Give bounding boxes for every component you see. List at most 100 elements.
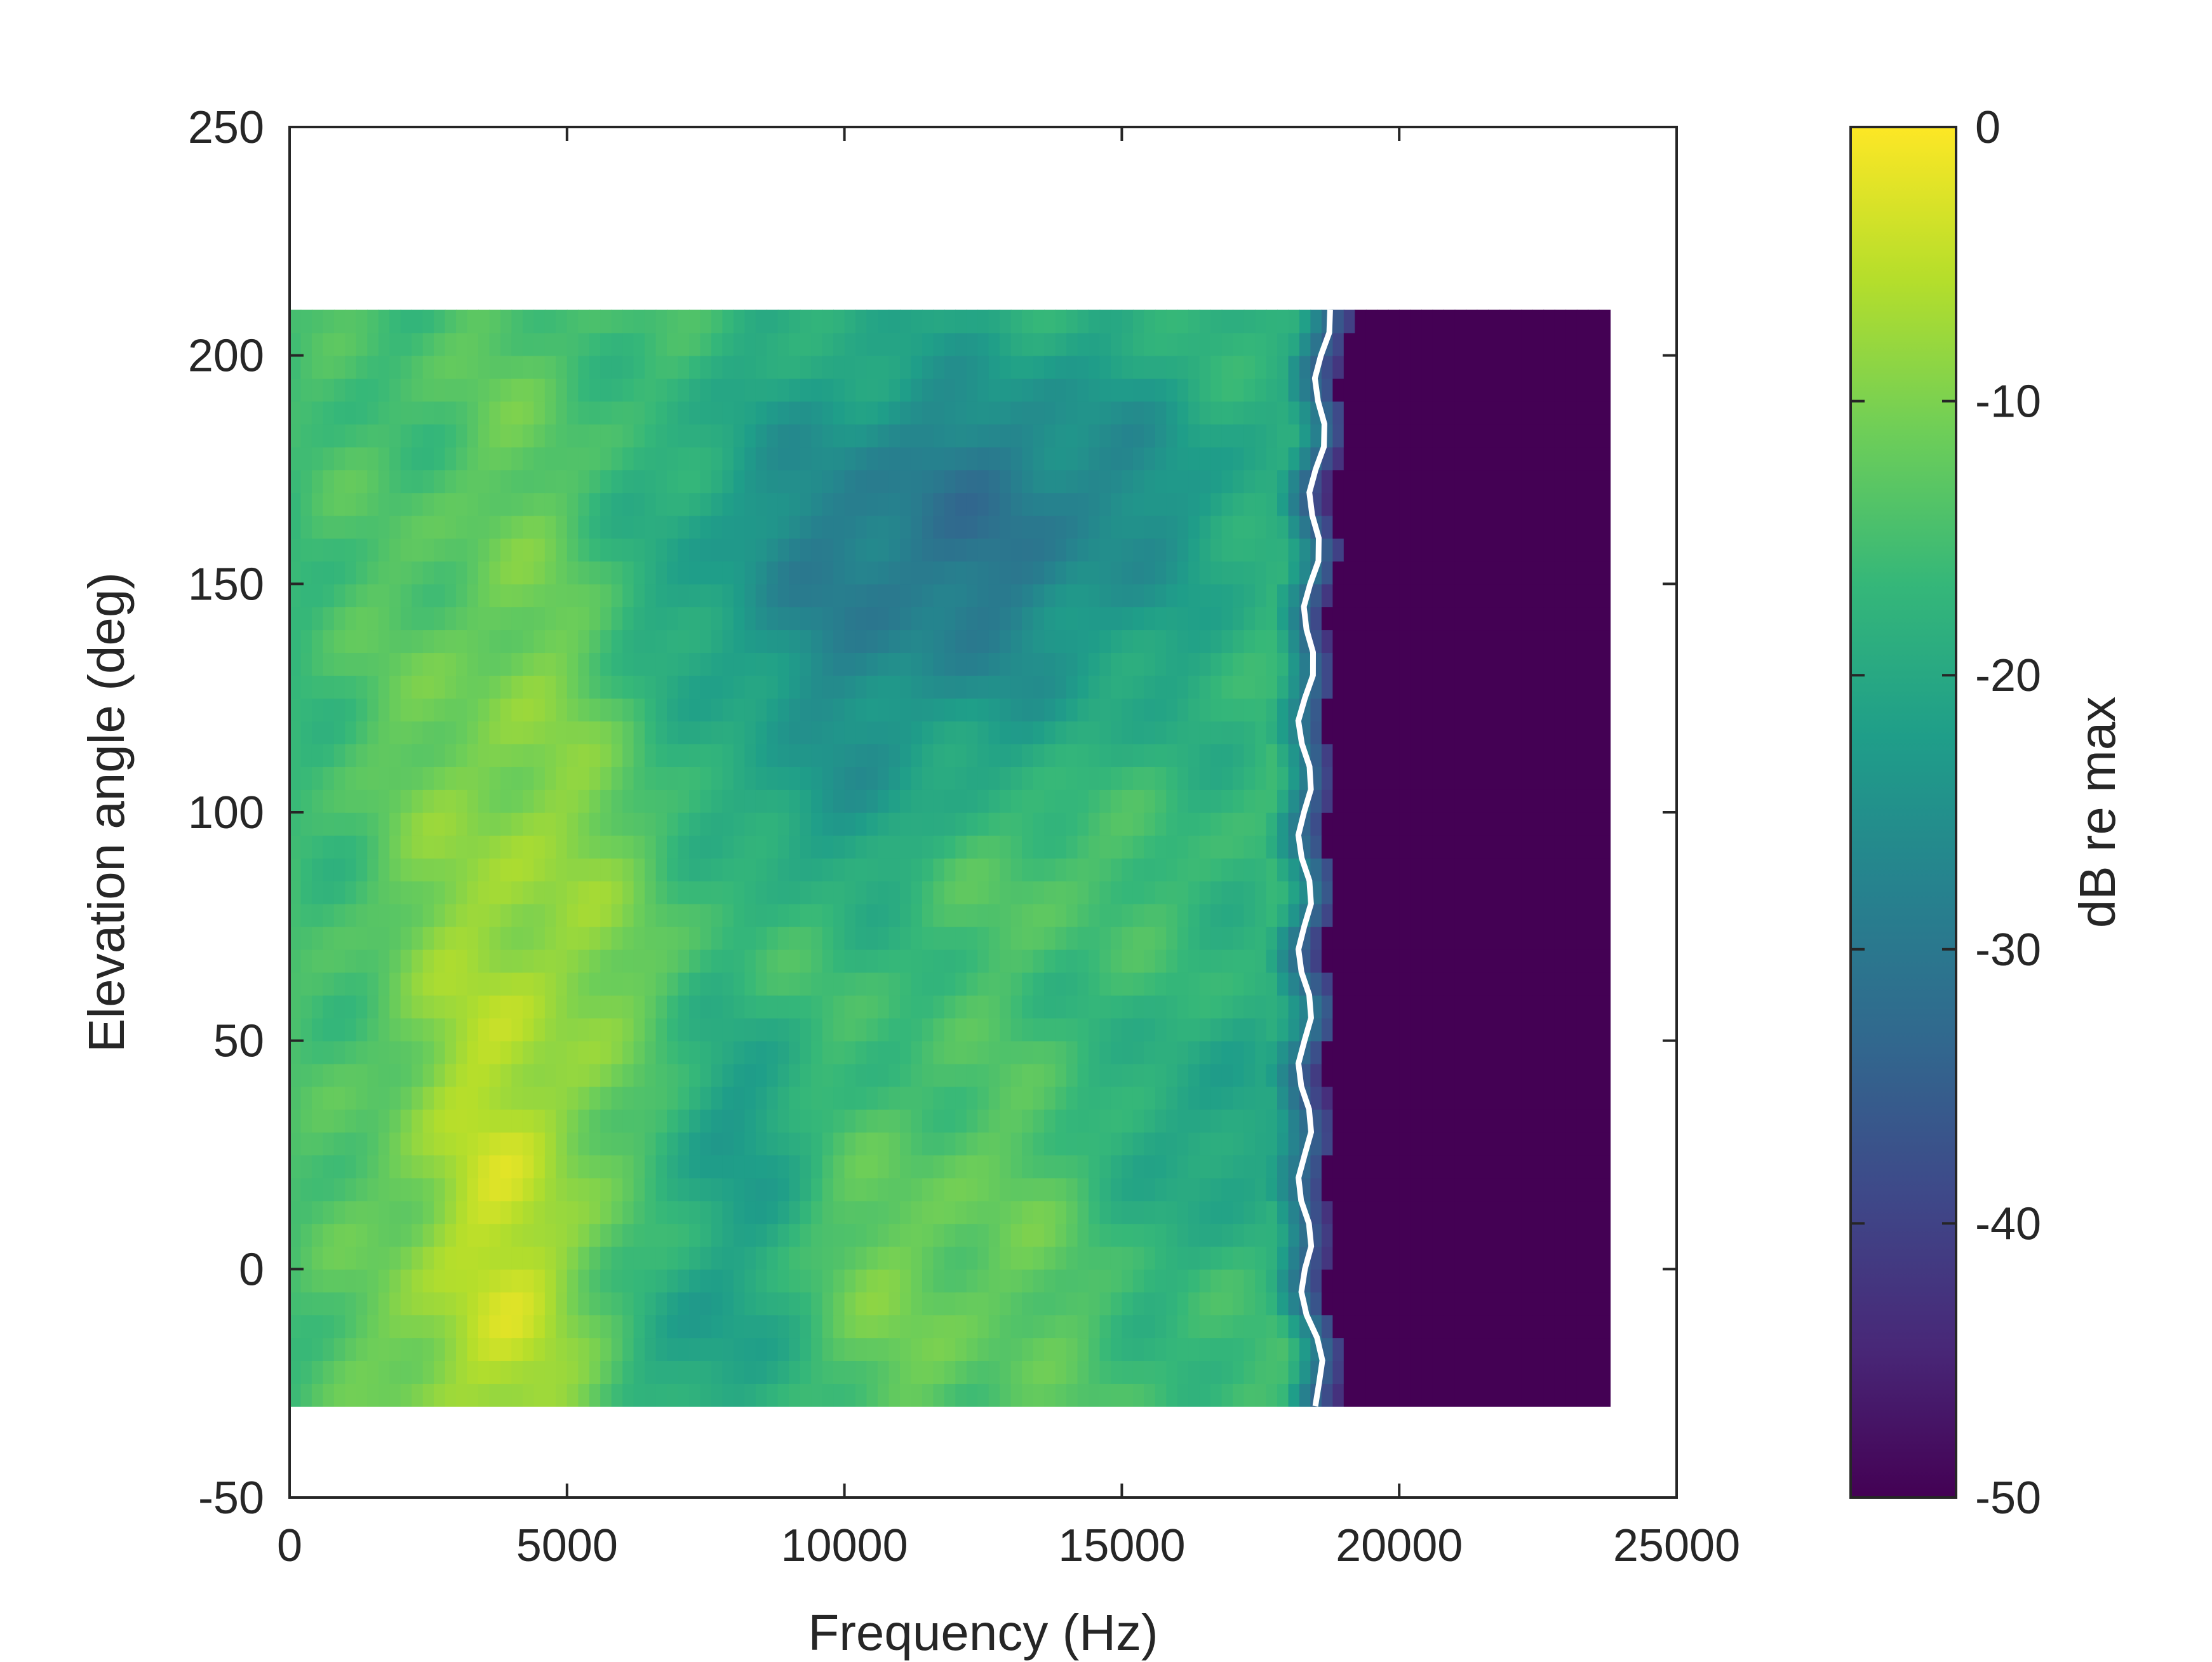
heatmap-cell [1321,492,1334,516]
heatmap-cell [489,1177,501,1202]
heatmap-cell [333,949,346,973]
heatmap-cell [1255,1246,1267,1270]
heatmap-cell [822,1109,834,1133]
heatmap-cell [833,1155,845,1179]
heatmap-cell [1243,721,1256,744]
heatmap-cell [456,1132,468,1156]
heatmap-cell [700,1269,712,1293]
heatmap-cell [777,1155,790,1179]
heatmap-cell [600,606,612,631]
heatmap-cell [1310,1017,1322,1042]
heatmap-cell [1166,1086,1178,1110]
heatmap-cell [1288,584,1300,608]
heatmap-cell [422,835,434,859]
heatmap-cell [878,835,890,859]
heatmap-cell [367,1383,379,1407]
heatmap-cell [400,675,412,699]
heatmap-cell [1022,789,1034,813]
heatmap-cell [1233,789,1245,813]
heatmap-cell [1233,1177,1245,1202]
heatmap-cell [400,1337,412,1361]
heatmap-cell [311,1223,324,1247]
heatmap-cell [767,949,779,973]
heatmap-cell [1055,1269,1067,1293]
heatmap-cell [400,812,412,836]
heatmap-cell [922,492,934,516]
heatmap-cell [489,721,501,744]
heatmap-cell [1122,1269,1134,1293]
heatmap-cell [611,1200,623,1224]
heatmap-cell [833,492,845,516]
heatmap-cell [1532,1040,1545,1064]
heatmap-cell [800,835,812,859]
heatmap-cell [966,1383,979,1407]
heatmap-cell [1377,1177,1389,1202]
heatmap-cell [578,1177,590,1202]
heatmap-cell [422,926,434,950]
heatmap-cell [1599,1269,1611,1293]
heatmap-cell [955,744,967,767]
heatmap-cell [500,561,513,585]
heatmap-cell [1321,1360,1334,1384]
heatmap-cell [1188,767,1200,790]
heatmap-cell [511,903,523,927]
heatmap-cell [1089,1292,1101,1316]
heatmap-cell [900,675,912,699]
heatmap-cell [1099,835,1111,859]
heatmap-cell [478,538,490,562]
heatmap-cell [445,812,457,836]
heatmap-cell [412,926,424,950]
heatmap-cell [800,515,812,539]
heatmap-cell [733,515,746,539]
heatmap-cell [1510,1040,1522,1064]
heatmap-cell [1488,721,1500,744]
heatmap-cell [1543,835,1555,859]
heatmap-cell [578,1086,590,1110]
heatmap-cell [1099,903,1111,927]
heatmap-cell [333,1177,346,1202]
heatmap-cell [1432,1383,1444,1407]
heatmap-cell [323,538,335,562]
heatmap-cell [1022,949,1034,973]
heatmap-cell [1044,1155,1056,1179]
heatmap-cell [645,675,657,699]
heatmap-cell [633,1109,645,1133]
heatmap-cell [1055,903,1067,927]
heatmap-cell [1410,1315,1422,1339]
heatmap-cell [566,1177,579,1202]
heatmap-cell [1521,1315,1533,1339]
heatmap-cell [711,1017,723,1042]
heatmap-cell [422,1155,434,1179]
heatmap-cell [1055,1315,1067,1339]
heatmap-cell [1000,1315,1012,1339]
heatmap-cell [1510,1360,1522,1384]
heatmap-cell [367,1086,379,1110]
heatmap-cell [1532,515,1545,539]
heatmap-cell [1233,1200,1245,1224]
heatmap-cell [1210,584,1223,608]
heatmap-cell [755,767,768,790]
heatmap-cell [700,652,712,676]
heatmap-cell [1454,629,1466,653]
heatmap-cell [1055,949,1067,973]
heatmap-cell [789,1132,801,1156]
heatmap-cell [1144,446,1156,471]
heatmap-cell [1477,767,1489,790]
heatmap-cell [1521,561,1533,585]
heatmap-cell [1233,652,1245,676]
heatmap-cell [689,675,701,699]
heatmap-cell [1488,880,1500,904]
heatmap-cell [434,1360,446,1384]
heatmap-cell [1099,926,1111,950]
heatmap-cell [1588,857,1600,881]
heatmap-cell [578,584,590,608]
heatmap-cell [367,857,379,881]
heatmap-cell [1099,1040,1111,1064]
heatmap-cell [1044,1200,1056,1224]
heatmap-cell [1166,1063,1178,1087]
heatmap-cell [1010,538,1022,562]
heatmap-cell [988,903,1000,927]
heatmap-cell [911,721,923,744]
heatmap-cell [1377,492,1389,516]
heatmap-cell [1554,995,1567,1019]
